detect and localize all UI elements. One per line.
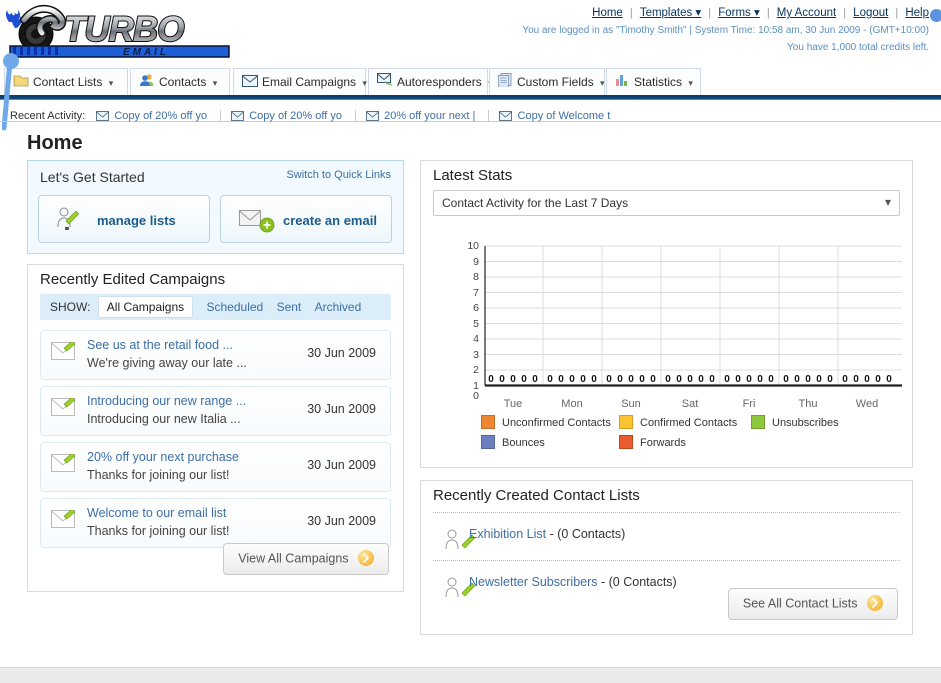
svg-text:0: 0 — [569, 374, 575, 385]
svg-text:0: 0 — [816, 374, 822, 385]
svg-text:Mon: Mon — [561, 398, 582, 410]
svg-text:TURBO: TURBO — [64, 10, 184, 49]
svg-text:0: 0 — [473, 390, 479, 402]
svg-text:0: 0 — [698, 374, 704, 385]
svg-text:0: 0 — [606, 374, 612, 385]
svg-text:0: 0 — [676, 374, 682, 385]
svg-text:3: 3 — [473, 349, 479, 361]
svg-text:7: 7 — [473, 287, 479, 299]
svg-text:10: 10 — [467, 240, 479, 252]
svg-text:0: 0 — [665, 374, 671, 385]
svg-text:0: 0 — [639, 374, 645, 385]
svg-text:0: 0 — [558, 374, 564, 385]
svg-text:5: 5 — [473, 318, 479, 330]
svg-text:Fri: Fri — [743, 398, 756, 410]
svg-text:6: 6 — [473, 302, 479, 314]
svg-text:0: 0 — [628, 374, 634, 385]
svg-text:0: 0 — [757, 374, 763, 385]
svg-text:Wed: Wed — [856, 398, 878, 410]
svg-text:0: 0 — [768, 374, 774, 385]
svg-text:0: 0 — [783, 374, 789, 385]
svg-text:Sat: Sat — [682, 398, 699, 410]
svg-text:0: 0 — [521, 374, 527, 385]
svg-text:0: 0 — [687, 374, 693, 385]
svg-text:0: 0 — [650, 374, 656, 385]
svg-text:Tue: Tue — [504, 398, 523, 410]
svg-text:0: 0 — [580, 374, 586, 385]
svg-text:4: 4 — [473, 333, 479, 345]
svg-text:0: 0 — [709, 374, 715, 385]
svg-text:0: 0 — [886, 374, 892, 385]
svg-text:0: 0 — [591, 374, 597, 385]
svg-text:EMAIL: EMAIL — [123, 47, 169, 58]
svg-text:0: 0 — [805, 374, 811, 385]
svg-text:0: 0 — [735, 374, 741, 385]
svg-text:0: 0 — [510, 374, 516, 385]
svg-text:0: 0 — [827, 374, 833, 385]
svg-text:Thu: Thu — [799, 398, 818, 410]
svg-text:0: 0 — [488, 374, 494, 385]
svg-text:0: 0 — [853, 374, 859, 385]
svg-text:0: 0 — [532, 374, 538, 385]
svg-text:Sun: Sun — [621, 398, 641, 410]
svg-text:0: 0 — [875, 374, 881, 385]
svg-text:0: 0 — [794, 374, 800, 385]
svg-text:0: 0 — [842, 374, 848, 385]
svg-text:2: 2 — [473, 364, 479, 376]
svg-text:9: 9 — [473, 256, 479, 268]
svg-text:8: 8 — [473, 271, 479, 283]
svg-text:0: 0 — [617, 374, 623, 385]
svg-text:0: 0 — [547, 374, 553, 385]
svg-text:0: 0 — [724, 374, 730, 385]
svg-text:0: 0 — [499, 374, 505, 385]
svg-text:0: 0 — [864, 374, 870, 385]
svg-text:0: 0 — [746, 374, 752, 385]
